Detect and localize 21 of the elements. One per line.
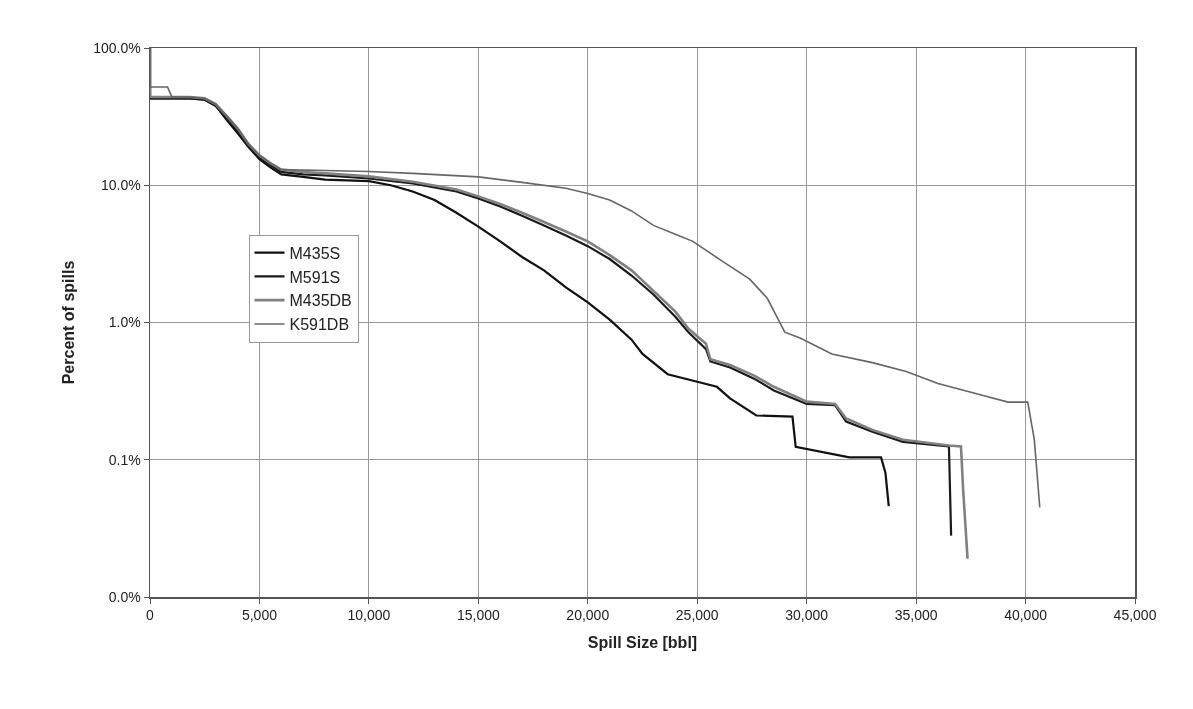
y-tick-label: 100.0%	[93, 39, 141, 56]
x-tick-label: 5,000	[241, 607, 278, 624]
y-tick-label: 0.0%	[108, 588, 141, 605]
x-tick-label: 30,000	[785, 607, 829, 624]
x-tick-label: 45,000	[1113, 607, 1157, 624]
x-tick-label: 10,000	[347, 607, 391, 624]
x-tick-label: 0	[146, 607, 155, 624]
y-tick-label: 10.0%	[101, 177, 141, 194]
x-tick-label: 40,000	[1004, 607, 1048, 624]
y-tick-label: 1.0%	[108, 314, 141, 331]
x-tick-label: 35,000	[894, 607, 938, 624]
x-axis-title: Spill Size [bbl]	[587, 633, 698, 651]
y-tick-label: 0.1%	[108, 451, 141, 468]
y-axis-title: Percent of spills	[60, 260, 78, 385]
legend-label: M591S	[289, 268, 341, 286]
legend-label: M435S	[289, 244, 341, 262]
x-tick-label: 20,000	[566, 607, 610, 624]
legend-label: K591DB	[289, 316, 350, 334]
x-tick-label: 15,000	[456, 607, 500, 624]
legend-label: M435DB	[289, 292, 352, 310]
x-tick-label: 25,000	[675, 607, 719, 624]
